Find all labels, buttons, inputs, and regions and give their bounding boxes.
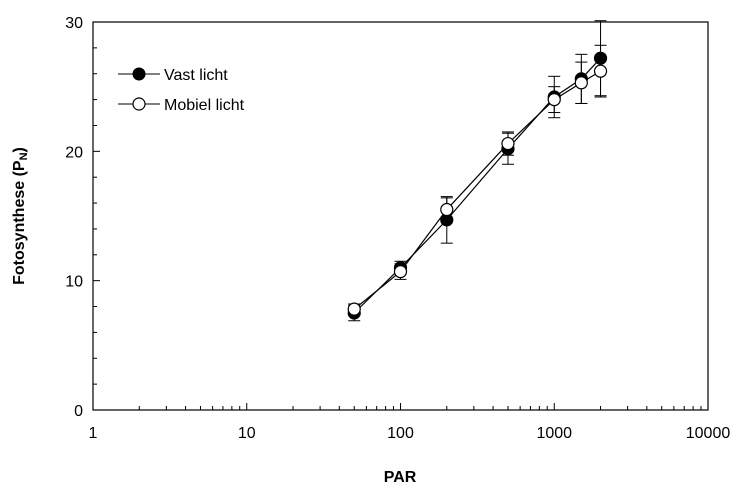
legend-label-mobiel: Mobiel licht xyxy=(164,97,245,114)
series-line xyxy=(353,70,601,310)
legend: Vast licht Mobiel licht xyxy=(118,67,245,114)
x-axis-title: PAR xyxy=(384,469,417,486)
y-tick-label: 10 xyxy=(65,274,83,291)
series-vast-licht xyxy=(347,20,608,322)
legend-label-vast: Vast licht xyxy=(164,67,228,84)
x-tick-label: 100 xyxy=(387,425,414,442)
series-layer xyxy=(347,20,608,322)
y-tick-label: 20 xyxy=(65,144,83,161)
data-point xyxy=(393,265,408,279)
data-point xyxy=(593,64,608,78)
y-axis-title-close: ) xyxy=(11,147,28,152)
x-tick-label: 1 xyxy=(89,425,98,442)
y-tick-label: 30 xyxy=(65,15,83,32)
x-tick-label: 10 xyxy=(238,425,256,442)
x-tick-label: 1000 xyxy=(536,425,572,442)
data-point xyxy=(501,136,515,151)
y-tick-label: 0 xyxy=(74,403,83,420)
data-point xyxy=(440,202,454,217)
y-axis-title-main: Fotosynthese (P xyxy=(11,160,28,285)
series-mobiel-licht xyxy=(347,44,608,316)
x-tick-label: 10000 xyxy=(686,425,731,442)
axis-ticks xyxy=(93,21,702,411)
series-line xyxy=(353,57,601,314)
x-tick-labels: 1 10 100 1000 10000 xyxy=(89,425,731,442)
y-axis-title-sub: N xyxy=(18,152,30,160)
y-tick-labels: 0 10 20 30 xyxy=(65,15,83,420)
y-axis-title: Fotosynthese (PN) xyxy=(11,147,30,285)
data-point xyxy=(574,76,588,90)
legend-marker-vast xyxy=(132,67,146,81)
data-point xyxy=(347,302,361,316)
data-point xyxy=(547,92,561,107)
legend-marker-mobiel xyxy=(132,97,146,111)
